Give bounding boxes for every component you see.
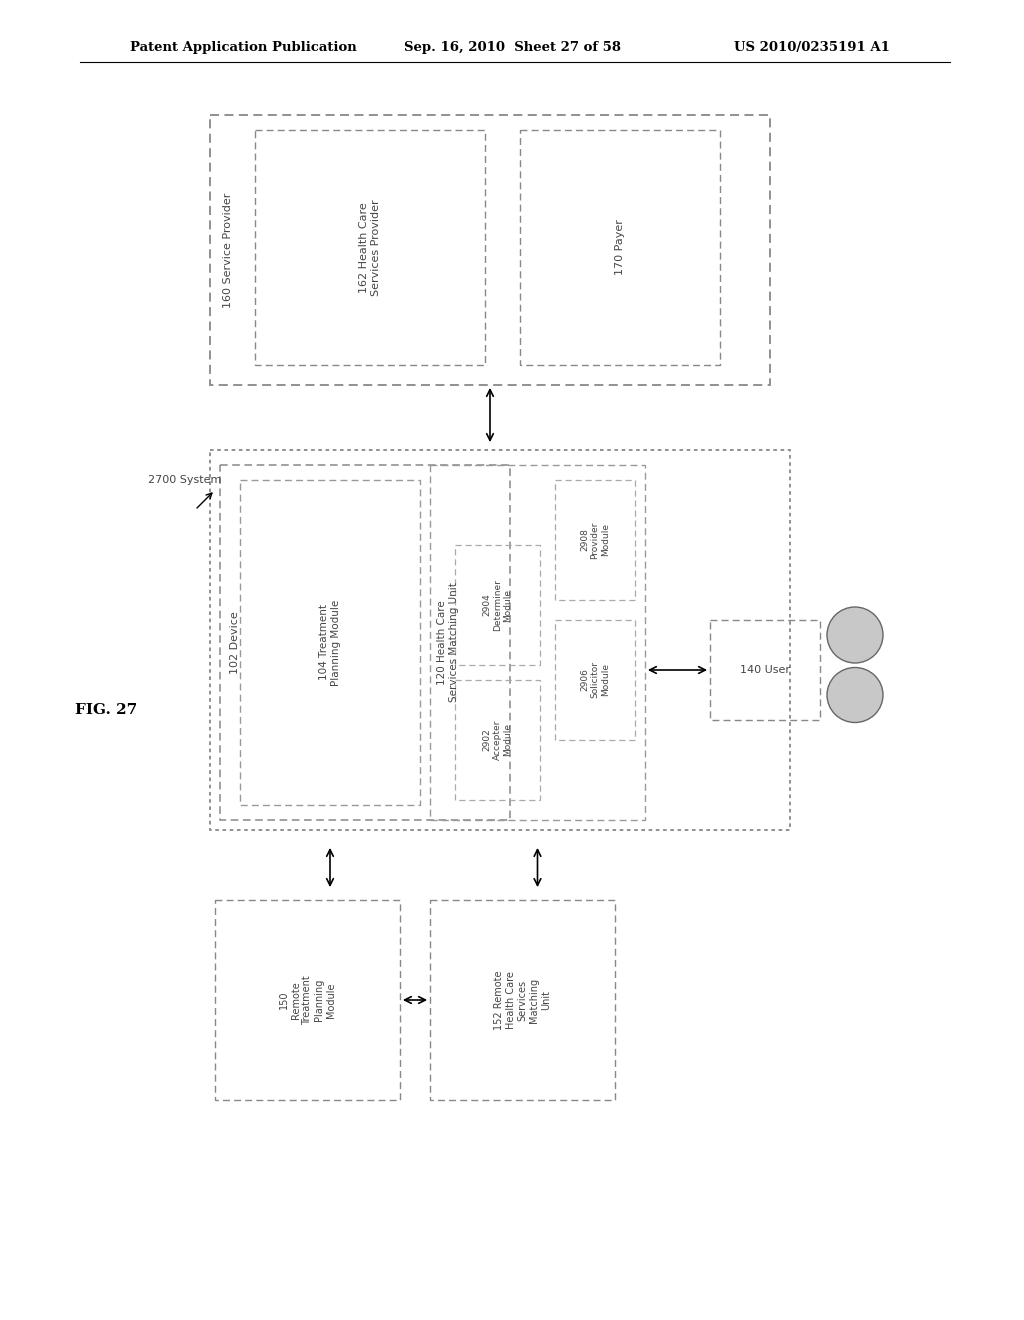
Bar (215, 900, 400, 1100)
Text: 170 Payer: 170 Payer (615, 219, 625, 276)
Text: 102 Device: 102 Device (230, 611, 240, 675)
Text: 150
Remote
Treatment
Planning
Module: 150 Remote Treatment Planning Module (280, 975, 336, 1024)
Ellipse shape (827, 668, 883, 722)
Text: 140 User: 140 User (740, 665, 790, 675)
Text: 120 Health Care
Services Matching Unit: 120 Health Care Services Matching Unit (437, 582, 459, 702)
Text: 162 Health Care
Services Provider: 162 Health Care Services Provider (359, 199, 381, 296)
Bar (430, 465, 645, 820)
Text: 2902
Accepter
Module: 2902 Accepter Module (482, 719, 512, 760)
Bar (455, 680, 540, 800)
Text: 2906
Solicitor
Module: 2906 Solicitor Module (581, 661, 610, 698)
Bar (555, 620, 635, 741)
Text: 2908
Provider
Module: 2908 Provider Module (581, 521, 610, 558)
Text: 160 Service Provider: 160 Service Provider (223, 193, 233, 308)
Bar (555, 480, 635, 601)
Text: 2700 System: 2700 System (148, 475, 221, 484)
Text: FIG. 27: FIG. 27 (75, 704, 137, 717)
Bar (210, 450, 790, 830)
Circle shape (827, 607, 883, 663)
Bar (710, 620, 820, 719)
Bar (520, 129, 720, 366)
Bar (455, 545, 540, 665)
Text: Patent Application Publication: Patent Application Publication (130, 41, 356, 54)
Text: 2904
Determiner
Module: 2904 Determiner Module (482, 579, 512, 631)
Text: Sep. 16, 2010  Sheet 27 of 58: Sep. 16, 2010 Sheet 27 of 58 (403, 41, 621, 54)
Bar (210, 115, 770, 385)
Bar (255, 129, 485, 366)
Bar (430, 900, 615, 1100)
Text: 104 Treatment
Planning Module: 104 Treatment Planning Module (319, 599, 341, 685)
Bar (220, 465, 510, 820)
Bar (240, 480, 420, 805)
Text: US 2010/0235191 A1: US 2010/0235191 A1 (734, 41, 890, 54)
Text: 152 Remote
Health Care
Services
Matching
Unit: 152 Remote Health Care Services Matching… (495, 970, 551, 1030)
